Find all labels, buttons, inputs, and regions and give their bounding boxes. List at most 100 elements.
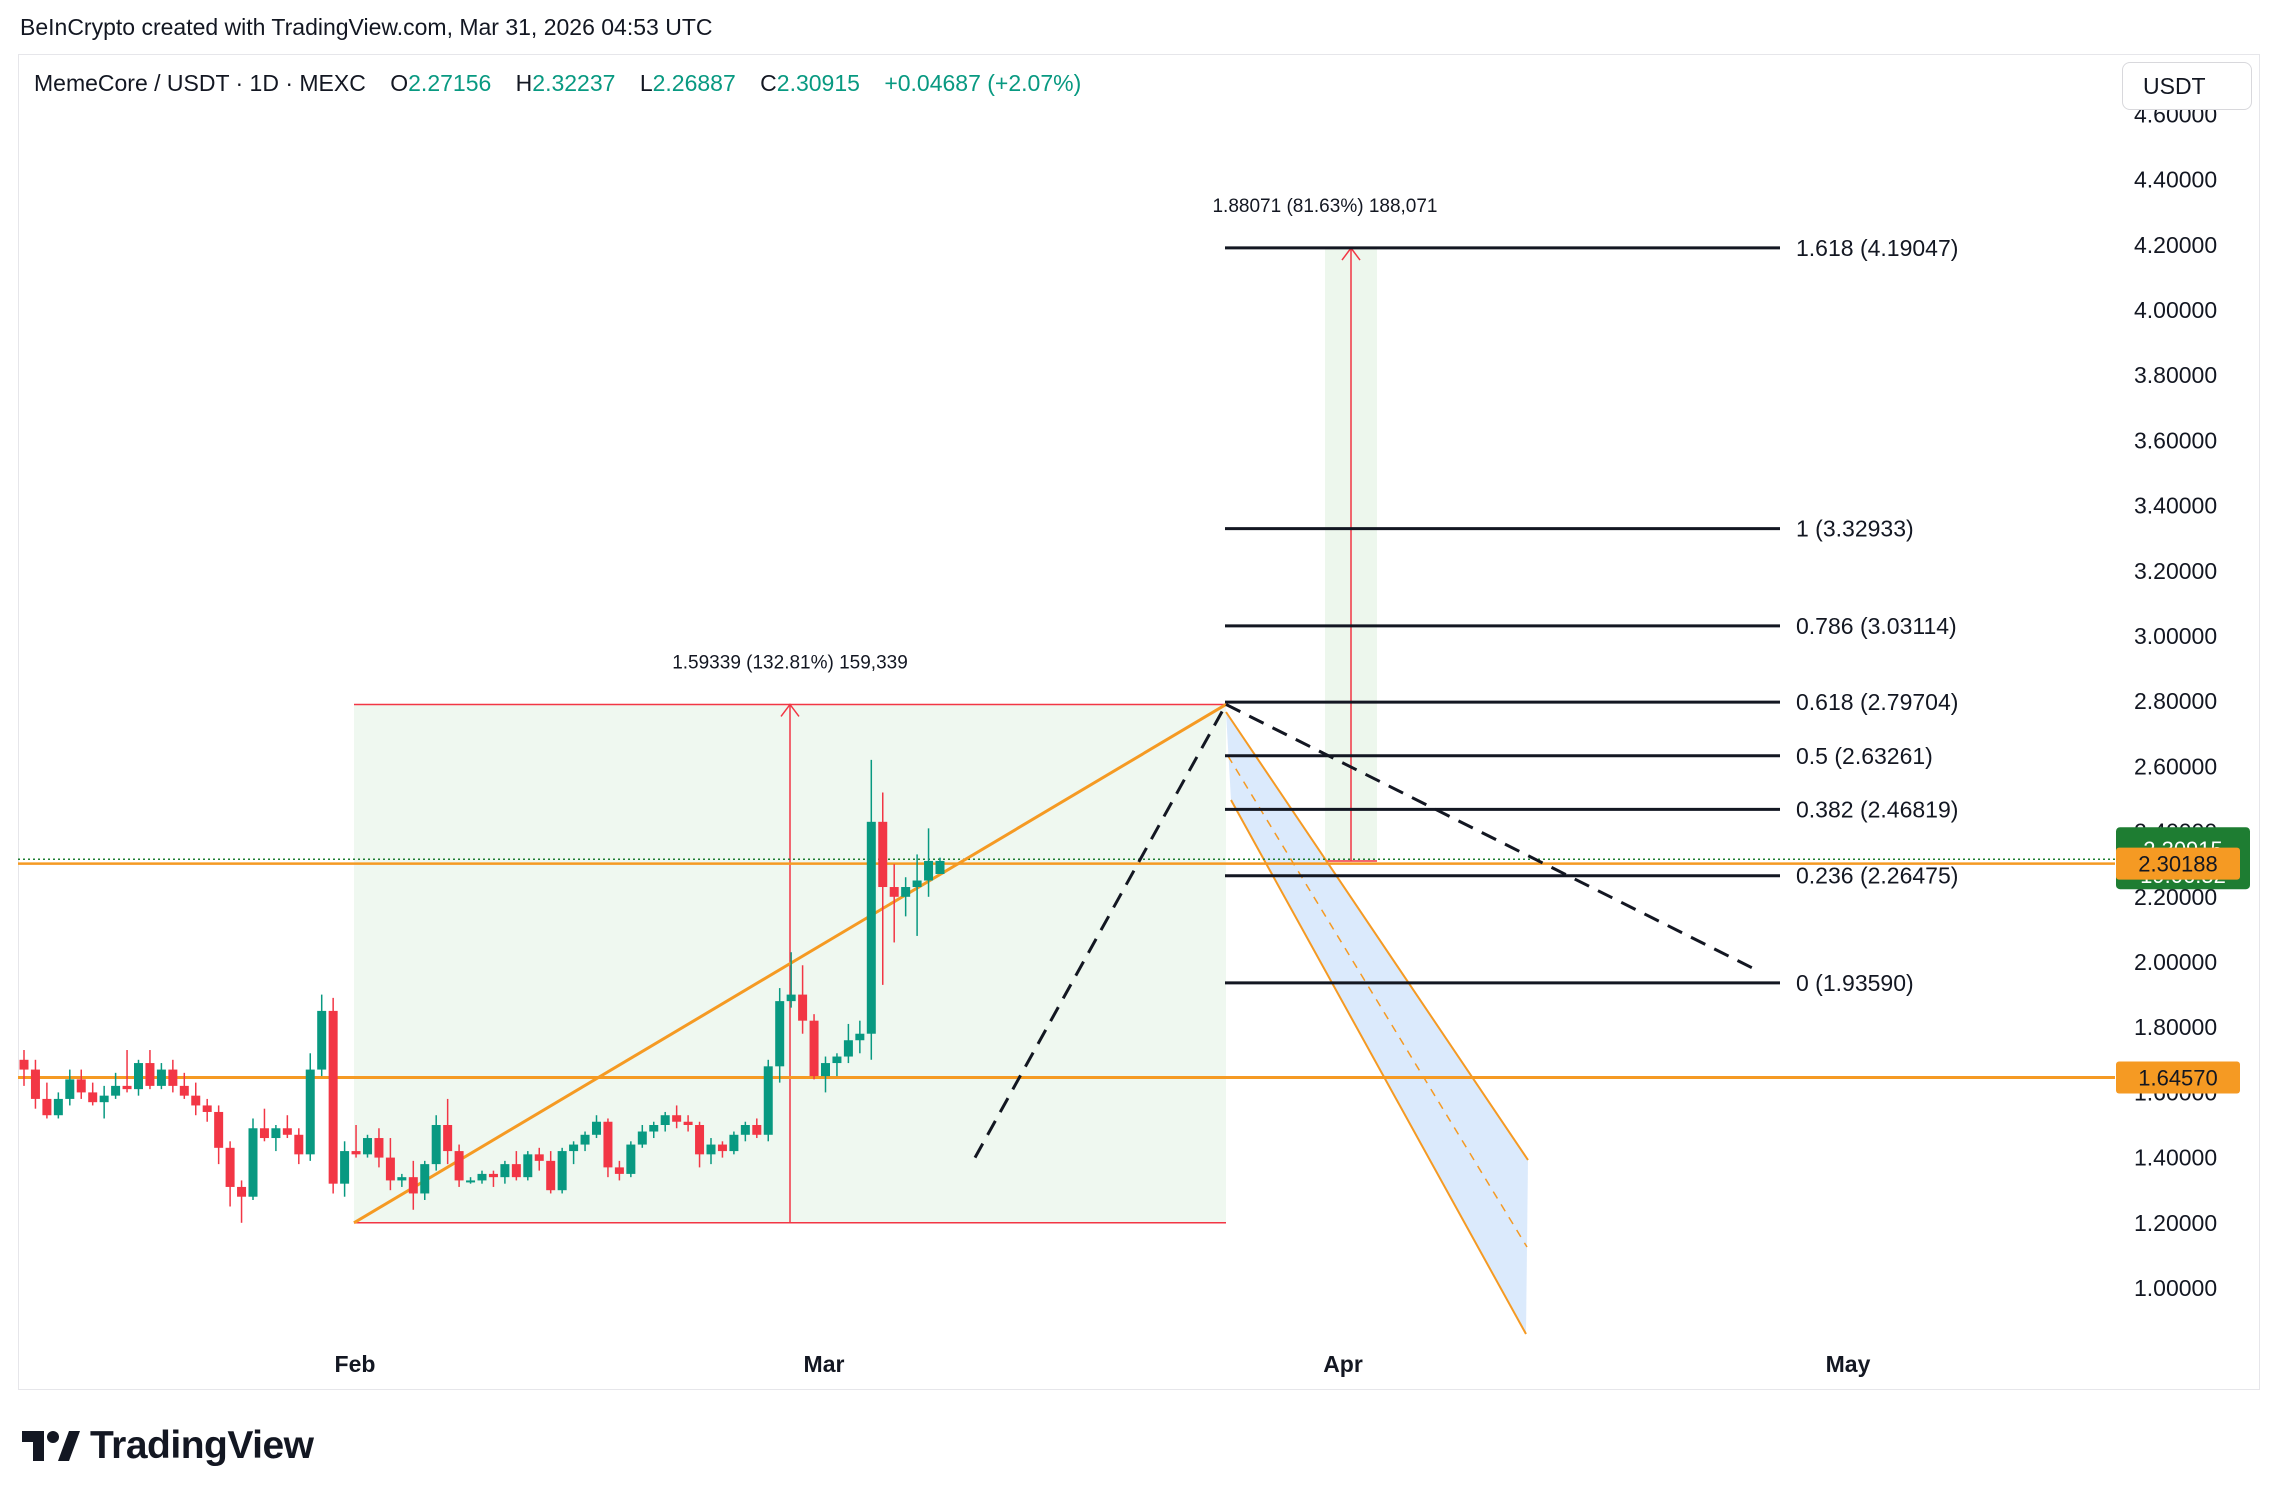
dashed-projection-up: [973, 703, 1228, 1159]
y-tick-label: 3.00000: [2134, 623, 2217, 649]
open-value: 2.27156: [408, 70, 492, 96]
y-tick-label: 1.80000: [2134, 1014, 2217, 1040]
candle-body: [351, 1151, 361, 1155]
candle-body: [763, 1066, 773, 1135]
candle-body: [752, 1125, 762, 1135]
candle-body: [363, 1138, 372, 1155]
candle-body: [775, 1001, 785, 1067]
chart-credit: BeInCrypto created with TradingView.com,…: [20, 14, 713, 40]
candle-body: [431, 1125, 441, 1165]
fib-label-0.5: 0.5 (2.63261): [1796, 743, 1933, 769]
x-tick-label: Apr: [1323, 1351, 1363, 1377]
candle-body: [511, 1164, 521, 1178]
candle-body: [717, 1144, 727, 1152]
candle-body: [832, 1056, 842, 1064]
y-tick-label: 4.40000: [2134, 167, 2217, 193]
range-label-1: 1.59339 (132.81%) 159,339: [672, 652, 908, 673]
fib-label-0.236: 0.236 (2.26475): [1796, 863, 1958, 889]
range-arrowhead-1: [780, 703, 800, 717]
x-tick-label: Feb: [335, 1351, 376, 1377]
rising-trendline: [353, 703, 1227, 1225]
candle-body: [271, 1128, 281, 1139]
candle-body: [30, 1069, 40, 1099]
y-tick-label: 4.20000: [2134, 232, 2217, 258]
channel-median-line: [1227, 755, 1528, 1248]
candle-body: [912, 880, 922, 888]
y-tick-label: 2.60000: [2134, 753, 2217, 779]
trend-lines: [353, 703, 1761, 1225]
horizontal-lines: [18, 858, 2115, 1080]
level-badge-label: 2.30188: [2138, 852, 2218, 877]
high-label: H: [515, 70, 533, 96]
y-tick-label: 1.40000: [2134, 1145, 2217, 1171]
date-range-tools: 1.59339 (132.81%) 159,339 1.88071 (81.63%…: [354, 196, 1438, 1224]
candle-body: [592, 1121, 601, 1135]
range-label-2: 1.88071 (81.63%) 188,071: [1212, 196, 1437, 217]
candle-body: [111, 1085, 121, 1096]
currency-button[interactable]: USDT: [2122, 62, 2252, 110]
candle-body: [672, 1115, 682, 1122]
y-tick-label: 3.80000: [2134, 362, 2217, 388]
candle-body: [214, 1111, 224, 1148]
candle-body: [191, 1095, 201, 1106]
candle-body: [122, 1085, 132, 1090]
fib-extension: 1.618 (4.19047) 1 (3.32933) 0.786 (3.03114…: [1225, 235, 1958, 996]
candle-body: [809, 1020, 819, 1077]
candle-body: [179, 1085, 189, 1096]
channel-lower-line: [1230, 799, 1527, 1335]
candle-body: [385, 1157, 395, 1181]
fib-label-0.786: 0.786 (3.03114): [1796, 613, 1957, 639]
channel-upper-line: [1225, 711, 1529, 1161]
x-tick-label: Mar: [804, 1351, 845, 1377]
fib-label-0: 0 (1.93590): [1796, 970, 1914, 996]
candle-body: [53, 1098, 63, 1116]
y-tick-label: 2.00000: [2134, 949, 2217, 975]
candle-body: [168, 1069, 178, 1086]
candle-body: [99, 1095, 109, 1103]
candle-body: [145, 1063, 155, 1086]
time-axis: Feb Mar Apr May: [335, 1351, 1871, 1377]
y-tick-label: 3.60000: [2134, 427, 2217, 453]
close-label: C: [760, 70, 777, 96]
candle-body: [924, 860, 934, 881]
candle-body: [786, 994, 796, 1002]
candle-body: [740, 1125, 750, 1135]
candle-body: [65, 1079, 75, 1099]
y-tick-label: 3.40000: [2134, 493, 2217, 519]
y-tick-label: 1.00000: [2134, 1275, 2217, 1301]
candle-body: [557, 1151, 567, 1191]
brand-text: TradingView: [90, 1424, 314, 1467]
candle-body: [340, 1151, 350, 1184]
level-badge: [2116, 1061, 2240, 1094]
dashed-projection-down: [1225, 703, 1761, 974]
low-label: L: [639, 70, 653, 96]
candle-body: [626, 1144, 636, 1174]
candle-body: [19, 1059, 29, 1070]
fib-label-1.618: 1.618 (4.19047): [1796, 235, 1958, 261]
candle-body: [237, 1186, 247, 1197]
candle-body: [935, 860, 945, 874]
symbol-title[interactable]: MemeCore / USDT · 1D · MEXC: [34, 70, 366, 96]
fib-label-0.618: 0.618 (2.79704): [1796, 689, 1958, 715]
candle-body: [843, 1040, 853, 1057]
candle-body: [523, 1154, 533, 1178]
candle-body: [683, 1121, 693, 1125]
candle-body: [488, 1173, 498, 1178]
candle-body: [420, 1164, 430, 1194]
candle-body: [878, 821, 888, 888]
candle-body: [397, 1177, 407, 1181]
level-badge: [2116, 847, 2240, 880]
candle-body: [454, 1151, 464, 1181]
candle-body: [202, 1105, 212, 1112]
candle-body: [637, 1131, 647, 1145]
candle-body: [88, 1092, 98, 1103]
candle-body: [477, 1173, 487, 1181]
candle-body: [706, 1144, 716, 1155]
fib-label-0.382: 0.382 (2.46819): [1796, 796, 1958, 822]
level-badge-label: 1.64570: [2138, 1066, 2218, 1091]
candle-body: [42, 1098, 52, 1116]
x-tick-label: May: [1826, 1351, 1871, 1377]
candle-body: [569, 1144, 579, 1152]
candle-body: [889, 887, 899, 897]
